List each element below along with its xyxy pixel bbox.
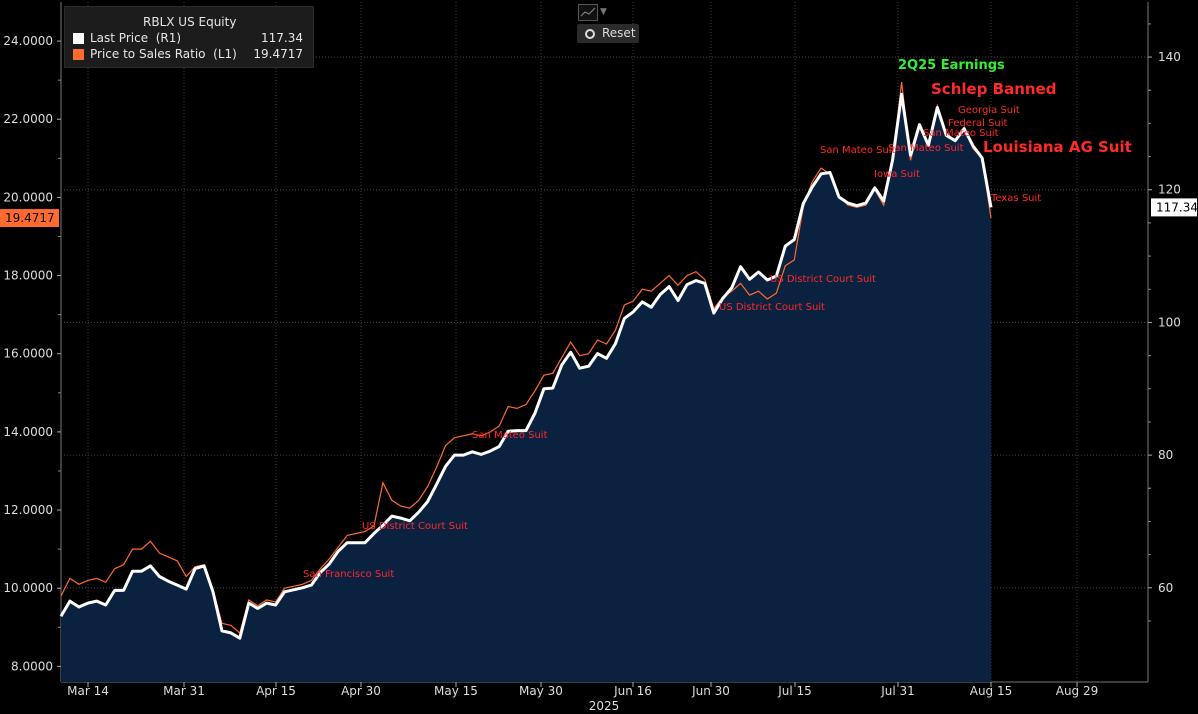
left-tick-label: 14.0000 — [3, 425, 53, 439]
chevron-down-icon: ▼ — [600, 7, 607, 17]
x-tick-label: Apr 15 — [256, 684, 296, 698]
left-tick-label: 18.0000 — [3, 269, 53, 283]
last-price-line — [59, 92, 993, 640]
left-tick-label: 22.0000 — [3, 112, 53, 126]
line-chart-icon — [578, 4, 598, 21]
legend-label-ratio: Price to Sales Ratio (L1) — [90, 47, 237, 61]
x-tick-label: Jun 30 — [691, 684, 730, 698]
x-tick-label: Aug 15 — [970, 684, 1013, 698]
right-tick-label: 60 — [1158, 581, 1173, 595]
annotation-label: Iowa Suit — [874, 169, 920, 180]
left-tick-label: 24.0000 — [3, 34, 53, 48]
chart-legend: RBLX US Equity Last Price (R1) 117.34 Pr… — [64, 6, 314, 68]
annotation-label: US District Court Suit — [770, 274, 876, 285]
annotation-label: US District Court Suit — [362, 521, 468, 532]
left-last-value-label: 19.4717 — [5, 211, 55, 225]
x-tick-label: Mar 31 — [163, 684, 205, 698]
annotation-label: San Mateo Suit — [820, 145, 896, 156]
legend-swatch-price — [73, 33, 84, 44]
annotation-label: Georgia Suit — [958, 105, 1020, 116]
legend-ticker: RBLX US Equity — [143, 15, 237, 29]
annotation-label: Federal Suit — [948, 118, 1008, 129]
earnings-annotation-label: 2Q25 Earnings — [898, 58, 1005, 73]
right-tick-label: 140 — [1158, 50, 1181, 64]
legend-row-last-price: Last Price (R1) 117.34 — [73, 31, 309, 47]
x-tick-label: Jun 16 — [613, 684, 652, 698]
reset-label: Reset — [602, 26, 636, 40]
chart-type-dropdown[interactable]: ▼ — [578, 3, 610, 21]
annotation-label: US District Court Suit — [719, 302, 825, 313]
reset-icon — [585, 29, 595, 39]
x-tick-label: Apr 30 — [341, 684, 381, 698]
right-tick-label: 80 — [1158, 448, 1173, 462]
x-tick-label: May 30 — [519, 684, 563, 698]
legend-value-price: 117.34 — [261, 31, 303, 45]
annotation-label: San Mateo Suit — [923, 128, 999, 139]
annotation-label: San Francisco Suit — [303, 569, 394, 580]
x-tick-label: Mar 14 — [67, 684, 109, 698]
right-tick-label: 120 — [1158, 183, 1181, 197]
left-last-value-box — [0, 209, 59, 228]
x-tick-label: Jul 31 — [880, 684, 915, 698]
x-year-label: 2025 — [589, 699, 620, 713]
legend-value-ratio: 19.4717 — [253, 47, 303, 61]
left-tick-label: 10.0000 — [3, 581, 53, 595]
annotation-label: San Mateo Suit — [888, 143, 964, 154]
annotation-label-major: Louisiana AG Suit — [983, 138, 1132, 156]
price-area-fill — [61, 94, 991, 682]
annotation-label: San Mateo Suit — [472, 430, 548, 441]
x-tick-label: Jul 15 — [777, 684, 812, 698]
x-tick-label: Aug 29 — [1056, 684, 1099, 698]
reset-button[interactable]: Reset — [577, 24, 639, 43]
left-tick-label: 8.0000 — [11, 659, 53, 673]
left-tick-label: 16.0000 — [3, 347, 53, 361]
legend-row-ps-ratio: Price to Sales Ratio (L1) 19.4717 — [73, 47, 309, 63]
annotation-label-major: Schlep Banned — [931, 80, 1056, 98]
right-last-value-label: 117.34 — [1156, 200, 1198, 214]
right-tick-label: 100 — [1158, 315, 1181, 329]
legend-swatch-ratio — [73, 49, 84, 60]
right-last-value-box — [1151, 198, 1197, 217]
left-tick-label: 20.0000 — [3, 190, 53, 204]
annotation-label: Texas Suit — [990, 193, 1041, 204]
x-tick-label: May 15 — [434, 684, 478, 698]
legend-label-price: Last Price (R1) — [90, 31, 182, 45]
left-tick-label: 12.0000 — [3, 503, 53, 517]
